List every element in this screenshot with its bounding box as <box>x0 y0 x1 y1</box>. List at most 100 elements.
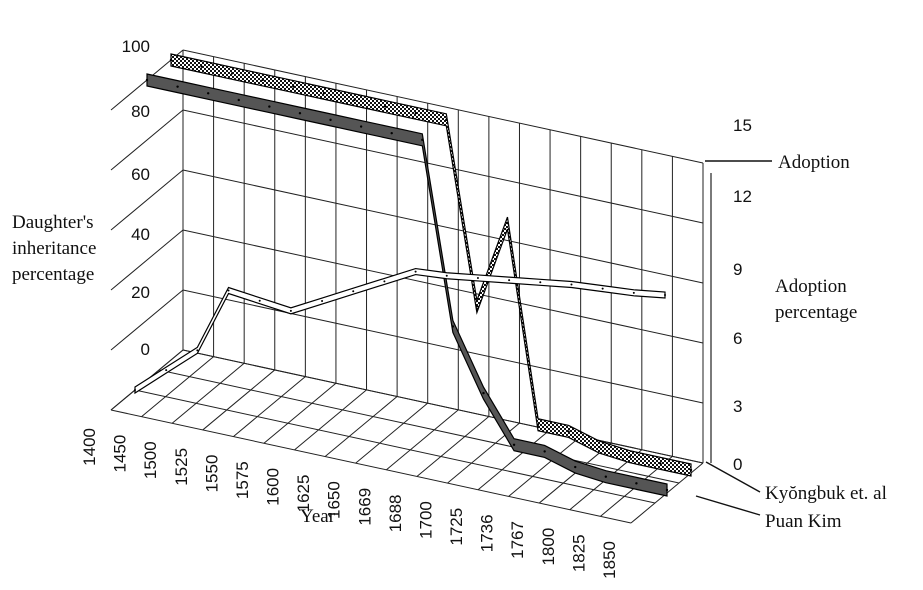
series-adoption-point <box>664 294 666 296</box>
series-adoption-point <box>196 349 199 352</box>
series-adoption-point <box>134 389 136 391</box>
gridline-floor <box>294 389 367 451</box>
gridline-floor-depth <box>110 409 632 524</box>
gridline-horizontal <box>182 49 704 164</box>
series-adoption <box>134 267 666 395</box>
series-kyongbuk-point <box>598 445 601 449</box>
series-adoption-point <box>165 369 168 372</box>
y-tick-label: 40 <box>131 225 150 244</box>
series-adoption-point <box>383 280 386 283</box>
series-puan-point <box>359 125 363 128</box>
gridline-side <box>110 109 184 171</box>
x-tick-label: 1736 <box>478 514 497 552</box>
y-axis-label: Daughter's inheritance percentage <box>12 212 96 285</box>
series-puan-point <box>482 391 485 395</box>
y-axis-ticks: 0 20 40 60 80 100 <box>122 37 150 359</box>
gridline-floor <box>385 409 459 471</box>
y2-tick-label: 3 <box>733 397 742 416</box>
x-axis-label: Year <box>300 506 336 527</box>
series-puan-point <box>268 105 271 108</box>
y2-tick-label: 0 <box>733 455 742 474</box>
series-puan-point <box>329 118 332 122</box>
gridline-floor <box>355 402 429 464</box>
series-puan-point <box>390 131 393 135</box>
series-adoption-point <box>508 279 511 282</box>
series-kyongbuk-point <box>689 468 693 472</box>
series-puan-point <box>298 112 302 115</box>
x-tick-label: 1850 <box>600 541 619 579</box>
series-puan-point <box>604 475 608 478</box>
gridline-floor <box>324 396 398 457</box>
series-puan-point <box>451 325 455 328</box>
series-kyongbuk-point <box>567 430 570 433</box>
series-kyongbuk-point <box>230 72 234 75</box>
series-adoption-point <box>476 276 479 279</box>
series-kyongbuk-point <box>353 98 356 102</box>
legend-label-kyongbuk: Kyŏngbuk et. al <box>765 483 887 504</box>
series-kyongbuk-point <box>475 305 479 308</box>
y2-axis-label-line: percentage <box>775 302 857 323</box>
series-kyongbuk-point <box>628 455 632 458</box>
series-puan-point <box>421 138 424 142</box>
y2-axis-ticks: 0 3 6 9 12 15 <box>733 116 752 474</box>
y-tick-label: 100 <box>122 37 150 56</box>
x-axis-ticks: 1400 1450 1500 1525 1550 1575 1600 1625 1650 1669… <box>80 428 619 579</box>
x-tick-label: 1767 <box>508 521 527 559</box>
legend-leader-puan <box>695 495 761 516</box>
x-tick-label: 1525 <box>172 448 191 486</box>
series-kyongbuk-point <box>169 58 173 62</box>
gridline-horizontal <box>182 109 704 224</box>
x-tick-label: 1669 <box>355 488 374 526</box>
legend-label-adoption: Adoption <box>778 152 850 173</box>
x-tick-label: 1700 <box>416 501 435 539</box>
x-tick-label: 1550 <box>202 455 221 493</box>
gridline-floor-depth <box>134 389 656 504</box>
series-puan-point <box>665 488 669 492</box>
gridline-floor <box>141 356 214 418</box>
gridline-side <box>110 289 184 351</box>
gridline-floor <box>508 436 581 497</box>
series-puan-point <box>206 92 210 95</box>
series-adoption-point <box>258 299 261 302</box>
x-tick-label: 1825 <box>569 534 588 572</box>
gridline-horizontal <box>182 169 704 284</box>
series-puan-point <box>145 78 149 82</box>
series-puan-point <box>574 465 577 469</box>
series-adoption-point <box>570 283 573 286</box>
y-axis-label-line: percentage <box>12 264 94 285</box>
series-kyongbuk-point <box>261 78 264 82</box>
y2-tick-label: 9 <box>733 260 742 279</box>
y-axis-label-line: inheritance <box>12 238 96 259</box>
x-tick-label: 1688 <box>386 494 405 532</box>
y-tick-label: 20 <box>131 283 150 302</box>
gridline-horizontal <box>182 229 704 344</box>
gridline-horizontal <box>182 289 704 404</box>
series-puan <box>146 73 668 497</box>
series-adoption-point <box>601 287 604 290</box>
y-axis-label-line: Daughter's <box>12 212 94 233</box>
x-tick-label: 1500 <box>141 441 160 479</box>
gridline-side <box>110 169 184 231</box>
y-tick-label: 0 <box>141 340 150 359</box>
series-puan-point <box>237 98 240 102</box>
series-adoption-point <box>632 291 635 294</box>
series-puan-point <box>512 443 516 446</box>
series-kyongbuk-point <box>536 423 540 426</box>
gridline-floor-depth <box>182 349 704 464</box>
series-puan-point <box>543 450 546 453</box>
x-tick-label: 1725 <box>447 508 466 546</box>
series-kyongbuk-point <box>659 462 662 465</box>
y2-tick-label: 15 <box>733 116 752 135</box>
gridline-floor-depth <box>158 369 680 484</box>
y2-axis-label: Adoption percentage <box>775 276 857 323</box>
series-kyongbuk-point <box>292 85 295 88</box>
x-tick-label: 1800 <box>539 528 558 566</box>
x-tick-label: 1450 <box>111 435 130 473</box>
series-adoption-point <box>414 270 417 273</box>
series-puan-point <box>635 482 638 485</box>
y2-axis-label-line: Adoption <box>775 276 847 297</box>
gridline-floor <box>416 416 490 477</box>
x-tick-label: 1400 <box>80 428 99 466</box>
gridline-floor <box>263 382 337 444</box>
